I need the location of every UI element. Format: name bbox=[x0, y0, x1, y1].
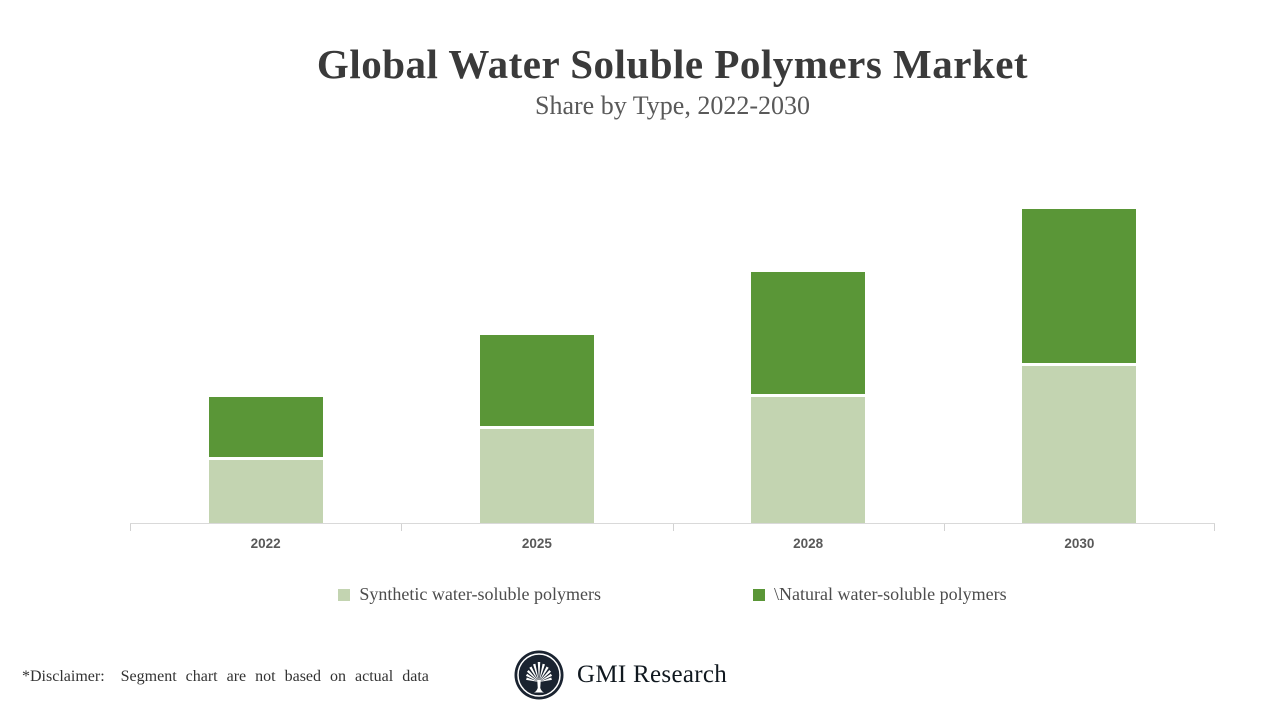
legend-label-natural: \Natural water-soluble polymers bbox=[774, 584, 1007, 604]
bar-2022-synthetic-segment bbox=[208, 460, 323, 523]
x-axis-tick bbox=[401, 524, 403, 531]
stacked-bar-chart bbox=[130, 160, 1215, 531]
bar-2030-natural-segment bbox=[1022, 209, 1137, 363]
x-axis-tick bbox=[1214, 524, 1215, 531]
disclaimer-label: *Disclaimer: bbox=[22, 668, 105, 685]
bar-2025 bbox=[479, 334, 594, 523]
legend: Synthetic water-soluble polymers \Natural… bbox=[65, 584, 1280, 605]
bar-2028-natural-segment bbox=[751, 271, 866, 395]
x-axis-label-2030: 2030 bbox=[1064, 536, 1095, 551]
bar-2022 bbox=[208, 397, 323, 523]
legend-item-synthetic: Synthetic water-soluble polymers bbox=[338, 584, 601, 605]
bar-2022-natural-segment bbox=[208, 397, 323, 458]
bar-2025-natural-segment bbox=[479, 334, 594, 426]
gmi-research-logo: GMI Research bbox=[514, 650, 727, 700]
disclaimer-text: Segment chart are not based on actual da… bbox=[120, 668, 429, 685]
x-axis-tick bbox=[130, 524, 131, 531]
bar-2025-synthetic-segment bbox=[479, 428, 594, 523]
legend-label-synthetic: Synthetic water-soluble polymers bbox=[359, 584, 601, 604]
chart-subtitle: Share by Type, 2022-2030 bbox=[535, 91, 810, 121]
x-axis-label-2022: 2022 bbox=[250, 536, 281, 551]
chart-title: Global Water Soluble Polymers Market bbox=[316, 41, 1029, 87]
chart-header: Global Water Soluble Polymers Market Sha… bbox=[65, 41, 1280, 121]
gmi-logo-palmetto-icon bbox=[514, 650, 564, 700]
x-axis-tick bbox=[943, 524, 945, 531]
bar-2028-synthetic-segment bbox=[751, 397, 866, 523]
legend-swatch-synthetic bbox=[338, 588, 351, 601]
x-axis-labels: 2022 2025 2028 2030 bbox=[130, 536, 1215, 554]
x-axis-label-2028: 2028 bbox=[793, 536, 824, 551]
bar-2030 bbox=[1022, 209, 1137, 523]
legend-item-natural: \Natural water-soluble polymers bbox=[753, 584, 1007, 605]
x-axis-tick bbox=[672, 524, 674, 531]
bar-2030-synthetic-segment bbox=[1022, 366, 1137, 523]
gmi-logo-text: GMI Research bbox=[577, 661, 728, 688]
x-axis-label-2025: 2025 bbox=[521, 536, 552, 551]
bar-2028 bbox=[751, 271, 866, 523]
disclaimer: *Disclaimer: Segment chart are not based … bbox=[22, 668, 429, 686]
legend-swatch-natural bbox=[753, 588, 765, 601]
